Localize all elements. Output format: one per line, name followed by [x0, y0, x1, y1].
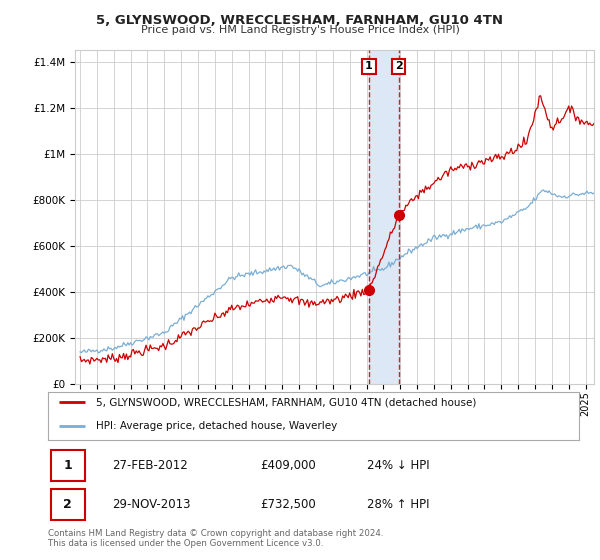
Text: 27-FEB-2012: 27-FEB-2012	[112, 459, 187, 472]
Text: HPI: Average price, detached house, Waverley: HPI: Average price, detached house, Wave…	[96, 421, 337, 431]
FancyBboxPatch shape	[50, 489, 85, 520]
Text: Contains HM Land Registry data © Crown copyright and database right 2024.: Contains HM Land Registry data © Crown c…	[48, 529, 383, 538]
Bar	[369, 50, 399, 384]
Text: This data is licensed under the Open Government Licence v3.0.: This data is licensed under the Open Gov…	[48, 539, 323, 548]
Text: 1: 1	[63, 459, 72, 472]
Text: 28% ↑ HPI: 28% ↑ HPI	[367, 498, 429, 511]
Text: 5, GLYNSWOOD, WRECCLESHAM, FARNHAM, GU10 4TN (detached house): 5, GLYNSWOOD, WRECCLESHAM, FARNHAM, GU10…	[96, 398, 476, 408]
Text: £409,000: £409,000	[260, 459, 316, 472]
FancyBboxPatch shape	[50, 450, 85, 480]
Text: 2: 2	[395, 62, 403, 72]
Text: 29-NOV-2013: 29-NOV-2013	[112, 498, 190, 511]
Text: 2: 2	[63, 498, 72, 511]
Text: 5, GLYNSWOOD, WRECCLESHAM, FARNHAM, GU10 4TN: 5, GLYNSWOOD, WRECCLESHAM, FARNHAM, GU10…	[97, 14, 503, 27]
Text: £732,500: £732,500	[260, 498, 316, 511]
Text: Price paid vs. HM Land Registry's House Price Index (HPI): Price paid vs. HM Land Registry's House …	[140, 25, 460, 35]
Text: 1: 1	[365, 62, 373, 72]
Text: 24% ↓ HPI: 24% ↓ HPI	[367, 459, 429, 472]
